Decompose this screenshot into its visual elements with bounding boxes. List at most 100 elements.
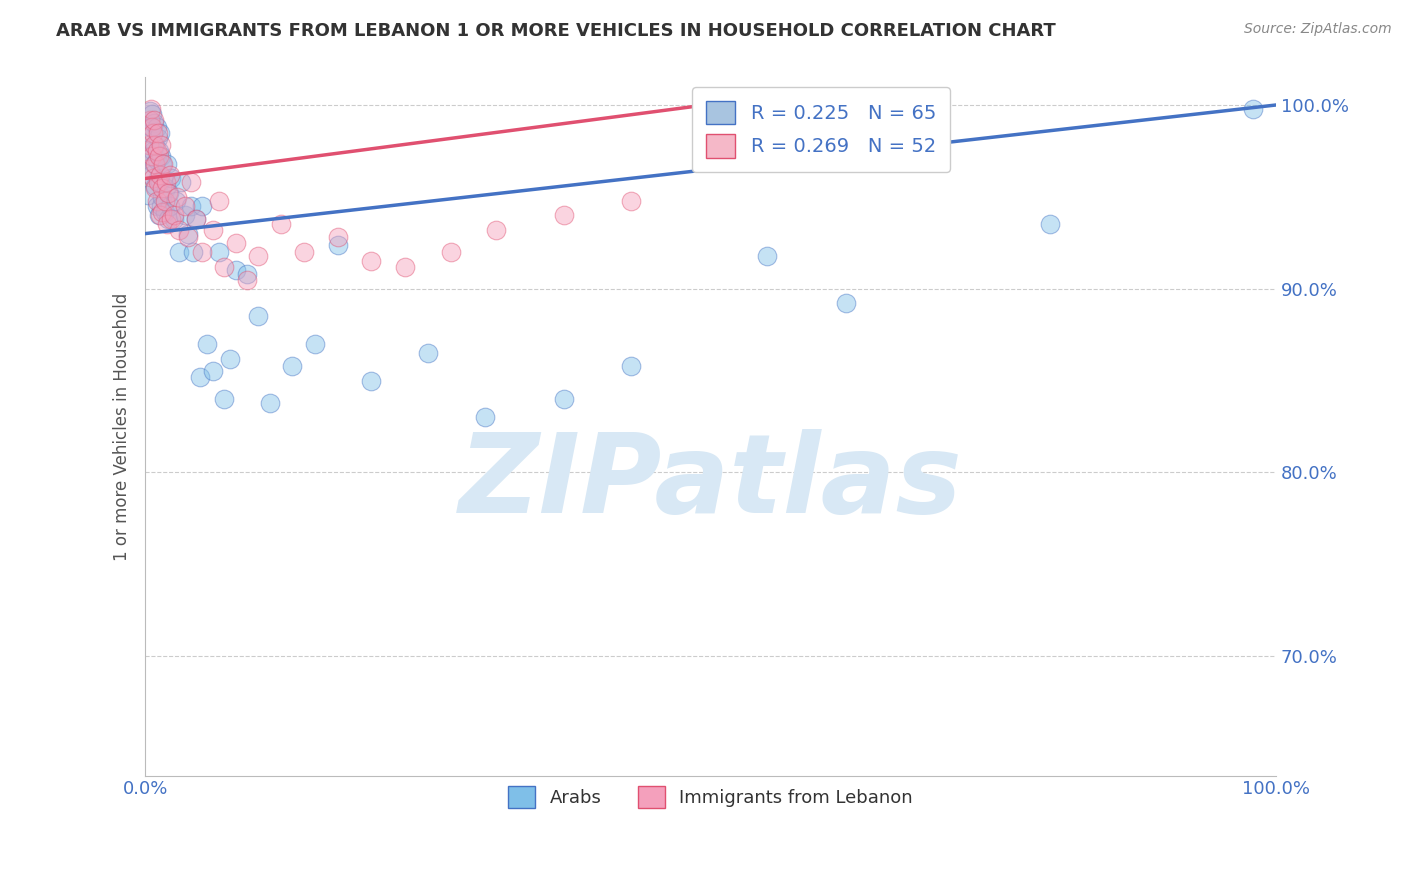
Point — [166, 190, 188, 204]
Point — [146, 131, 169, 145]
Point — [326, 237, 349, 252]
Point — [153, 204, 176, 219]
Point — [620, 359, 643, 373]
Point — [292, 244, 315, 259]
Point — [214, 392, 236, 406]
Point — [157, 186, 180, 201]
Point — [148, 144, 170, 158]
Point — [177, 230, 200, 244]
Point — [145, 199, 167, 213]
Point — [474, 410, 496, 425]
Point — [159, 168, 181, 182]
Point — [139, 103, 162, 118]
Point — [1241, 102, 1264, 116]
Point — [150, 199, 173, 213]
Point — [149, 208, 172, 222]
Point — [416, 346, 439, 360]
Point — [173, 208, 195, 222]
Point — [143, 112, 166, 127]
Point — [145, 153, 167, 167]
Point — [145, 157, 167, 171]
Point — [136, 162, 159, 177]
Point — [152, 157, 174, 171]
Point — [259, 395, 281, 409]
Point — [281, 359, 304, 373]
Y-axis label: 1 or more Vehicles in Household: 1 or more Vehicles in Household — [114, 293, 131, 560]
Point — [270, 218, 292, 232]
Point — [620, 194, 643, 208]
Point — [142, 144, 165, 158]
Point — [139, 120, 162, 134]
Point — [202, 223, 225, 237]
Point — [191, 199, 214, 213]
Point — [142, 171, 165, 186]
Point — [143, 138, 166, 153]
Point — [202, 364, 225, 378]
Text: ZIPatlas: ZIPatlas — [458, 429, 963, 536]
Point — [143, 157, 166, 171]
Point — [138, 149, 160, 163]
Point — [214, 260, 236, 274]
Point — [150, 157, 173, 171]
Point — [236, 272, 259, 286]
Point — [835, 296, 858, 310]
Point — [156, 186, 179, 201]
Point — [150, 204, 173, 219]
Point — [142, 126, 165, 140]
Point — [180, 175, 202, 189]
Point — [485, 223, 508, 237]
Point — [236, 267, 259, 281]
Point — [150, 190, 173, 204]
Point — [141, 120, 163, 134]
Point — [145, 178, 167, 193]
Point — [145, 138, 167, 153]
Point — [139, 102, 162, 116]
Point — [150, 149, 173, 163]
Point — [152, 171, 174, 186]
Point — [160, 171, 183, 186]
Point — [167, 223, 190, 237]
Point — [208, 194, 231, 208]
Point — [1039, 218, 1062, 232]
Point — [148, 149, 170, 163]
Point — [304, 336, 326, 351]
Point — [150, 180, 173, 194]
Point — [165, 194, 187, 208]
Point — [155, 175, 177, 189]
Point — [180, 199, 202, 213]
Point — [149, 175, 172, 189]
Point — [145, 194, 167, 208]
Point — [177, 227, 200, 241]
Point — [247, 310, 270, 324]
Point — [394, 260, 416, 274]
Point — [553, 208, 575, 222]
Point — [153, 194, 176, 208]
Point — [159, 199, 181, 213]
Point — [219, 351, 242, 366]
Point — [139, 126, 162, 140]
Point — [553, 392, 575, 406]
Point — [156, 211, 179, 226]
Text: Source: ZipAtlas.com: Source: ZipAtlas.com — [1244, 22, 1392, 37]
Point — [139, 168, 162, 182]
Point — [197, 336, 219, 351]
Point — [162, 211, 184, 226]
Point — [156, 218, 179, 232]
Point — [136, 188, 159, 202]
Point — [145, 120, 167, 134]
Legend: Arabs, Immigrants from Lebanon: Arabs, Immigrants from Lebanon — [501, 779, 920, 815]
Point — [439, 244, 461, 259]
Point — [160, 211, 183, 226]
Point — [145, 144, 167, 158]
Point — [208, 244, 231, 259]
Point — [360, 374, 382, 388]
Point — [756, 249, 779, 263]
Point — [156, 157, 179, 171]
Point — [326, 230, 349, 244]
Point — [247, 249, 270, 263]
Text: ARAB VS IMMIGRANTS FROM LEBANON 1 OR MORE VEHICLES IN HOUSEHOLD CORRELATION CHAR: ARAB VS IMMIGRANTS FROM LEBANON 1 OR MOR… — [56, 22, 1056, 40]
Point — [162, 208, 184, 222]
Point — [145, 180, 167, 194]
Point — [360, 254, 382, 268]
Point — [146, 126, 169, 140]
